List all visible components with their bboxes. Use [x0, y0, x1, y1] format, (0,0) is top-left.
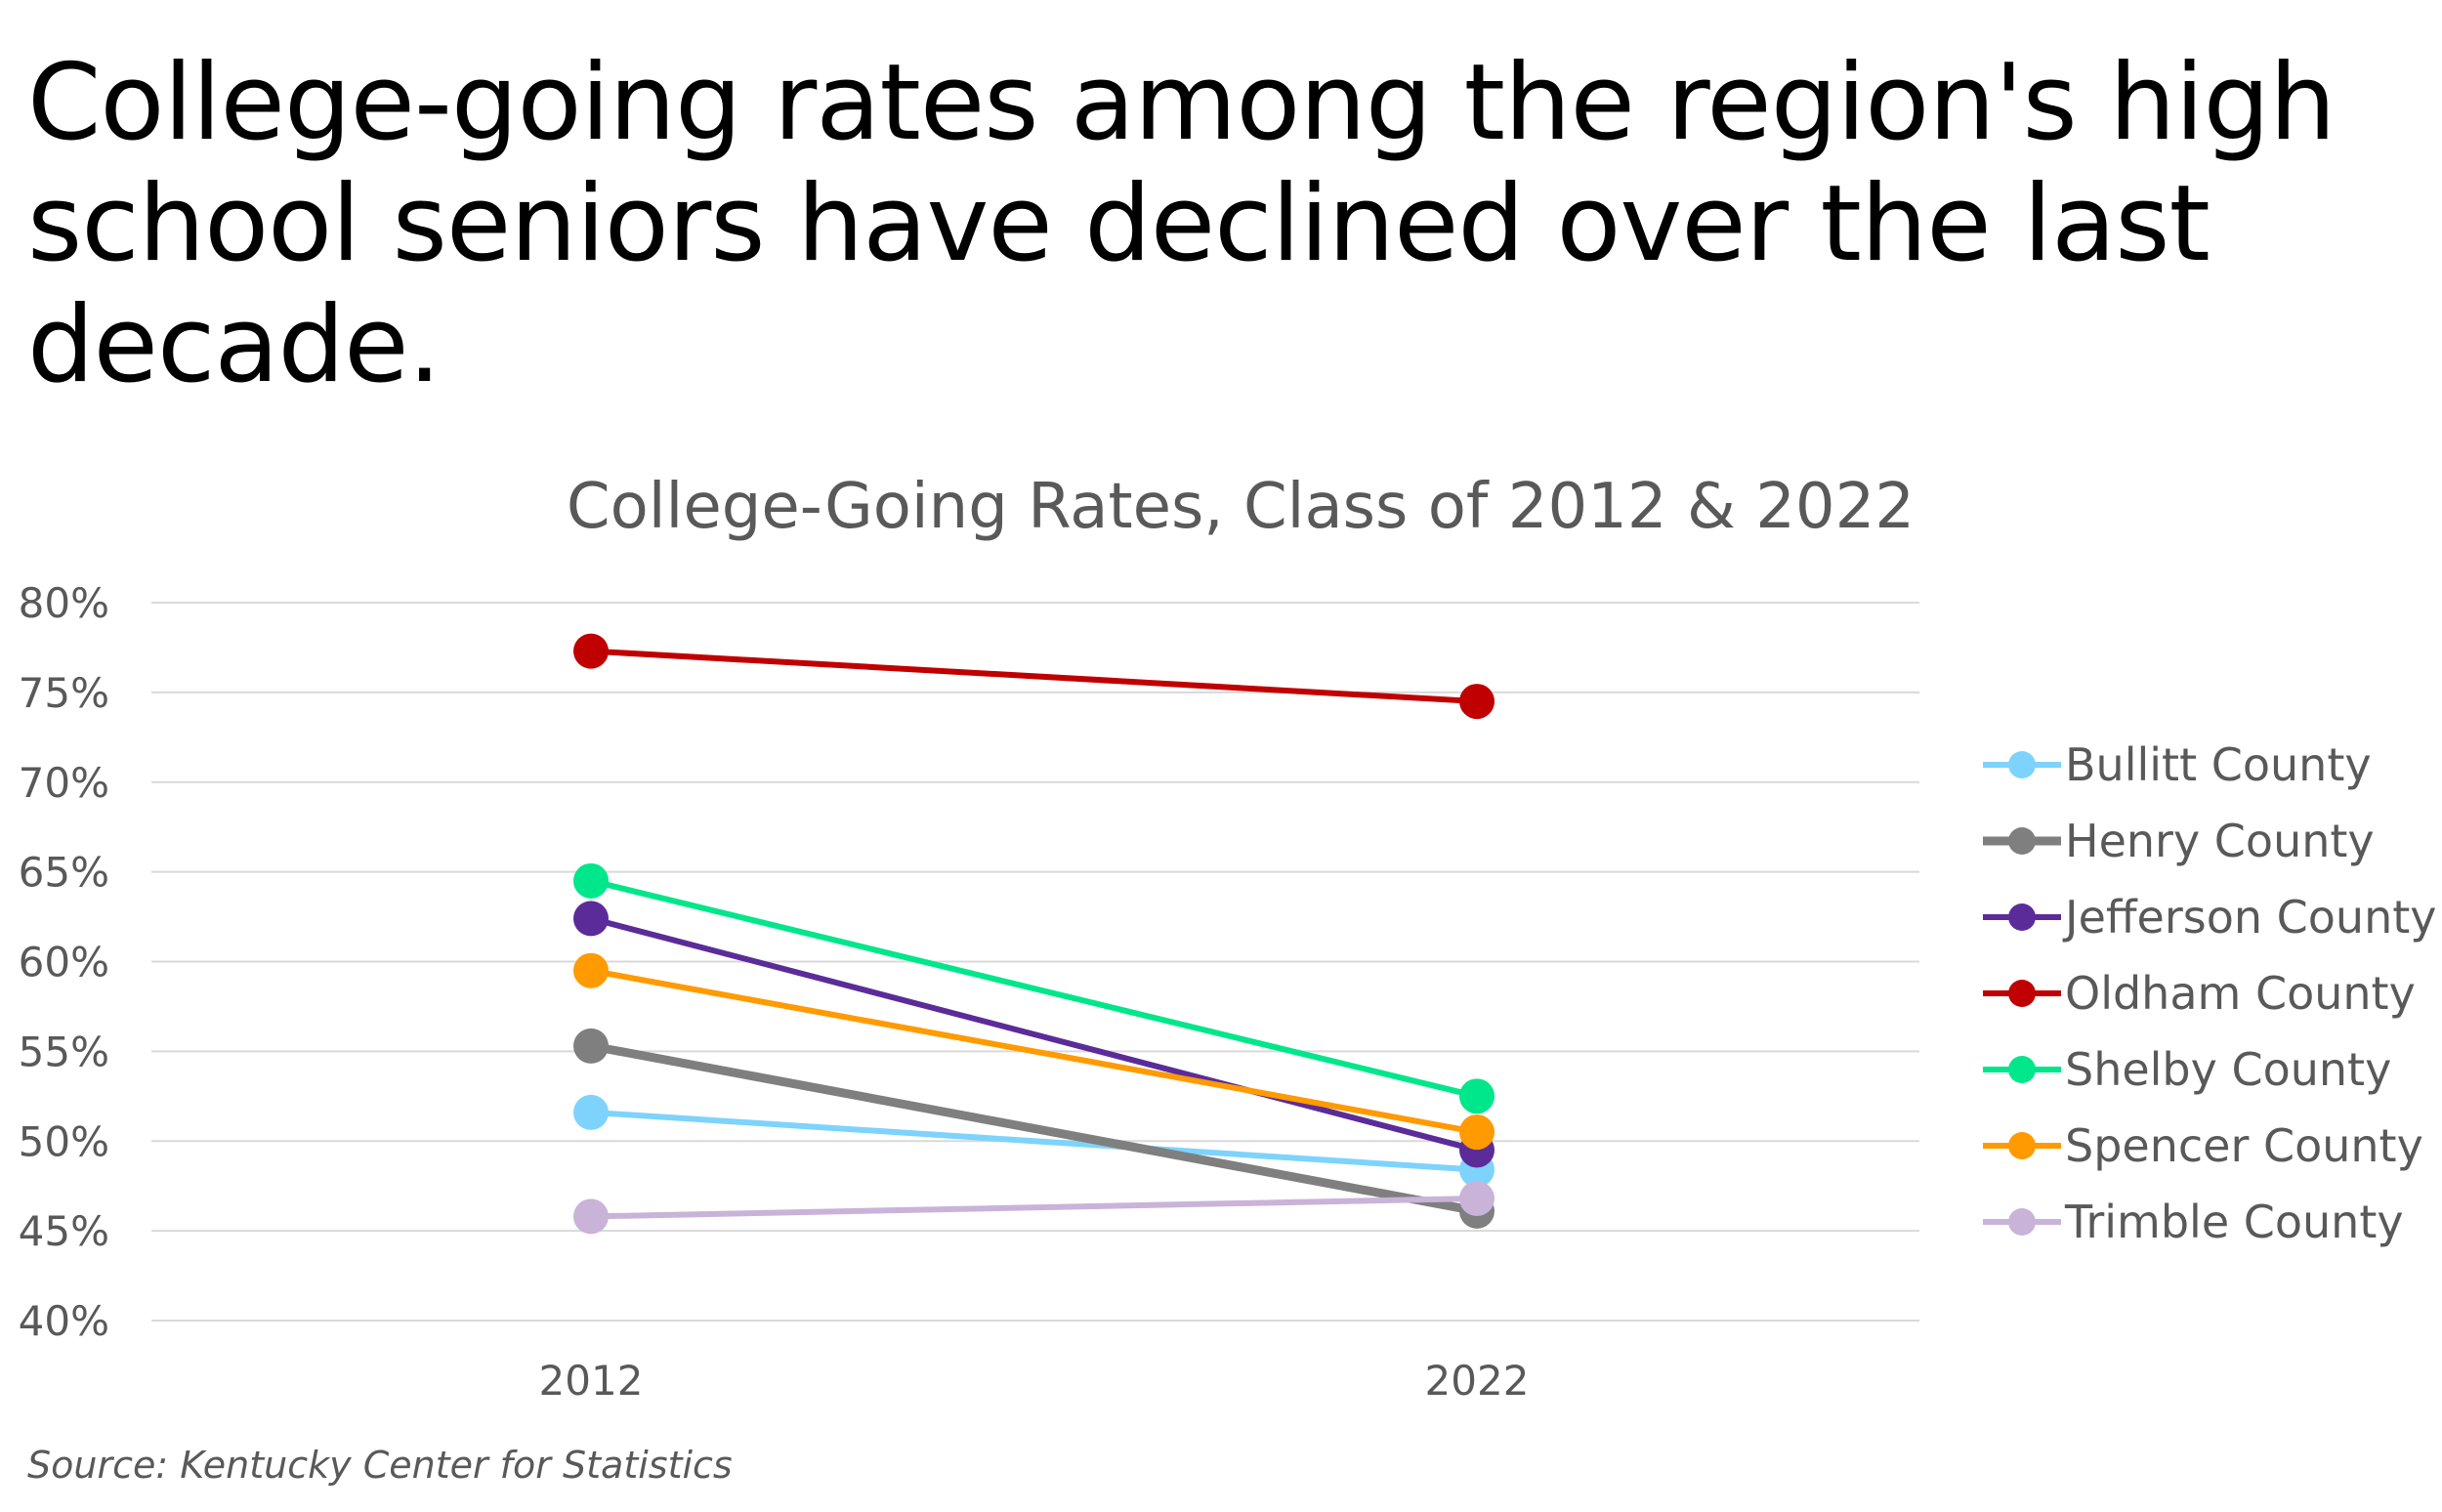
data-point	[1459, 1114, 1495, 1151]
series-line	[590, 877, 1478, 1100]
legend-item: Bullitt County	[1983, 738, 2372, 791]
series-trimble-county	[573, 1181, 1495, 1235]
y-tick-label: 55%	[19, 1028, 109, 1075]
data-point	[1459, 1181, 1495, 1217]
data-point	[573, 901, 609, 937]
series-lines	[573, 633, 1495, 1235]
gridlines	[151, 602, 1919, 1322]
y-tick-label: 60%	[19, 939, 109, 987]
x-tick-label: 2012	[539, 1357, 644, 1405]
headline: College-going rates among the region's h…	[27, 42, 2337, 406]
legend-swatch-marker	[2008, 1208, 2036, 1236]
legend-label: Bullitt County	[2065, 738, 2372, 791]
x-tick-label: 2022	[1425, 1357, 1530, 1405]
legend-label: Oldham County	[2065, 967, 2416, 1020]
legend-item: Henry County	[1983, 815, 2375, 867]
legend-swatch-marker	[2008, 1132, 2036, 1159]
y-tick-label: 70%	[19, 759, 109, 807]
legend-item: Jefferson County	[1983, 891, 2437, 944]
y-tick-label: 40%	[19, 1297, 109, 1345]
legend-swatch-marker	[2008, 751, 2036, 778]
legend-label: Henry County	[2065, 815, 2375, 867]
y-tick-label: 80%	[19, 579, 109, 627]
legend-label: Shelby County	[2065, 1043, 2391, 1096]
data-point	[1459, 1078, 1495, 1114]
series-line	[590, 1109, 1478, 1173]
series-oldham-county	[573, 633, 1495, 720]
legend-item: Oldham County	[1983, 967, 2416, 1020]
legend-swatch-marker	[2008, 980, 2036, 1007]
y-tick-label: 65%	[19, 849, 109, 897]
series-shelby-county	[573, 862, 1495, 1114]
series-line	[590, 1041, 1478, 1216]
series-line	[590, 1196, 1478, 1220]
chart-title: College-Going Rates, Class of 2012 & 202…	[566, 471, 1916, 543]
y-tick-label: 50%	[19, 1117, 109, 1165]
legend-swatch-marker	[2008, 827, 2036, 855]
series-line	[590, 967, 1478, 1136]
data-point	[573, 1198, 609, 1235]
legend-swatch-marker	[2008, 1056, 2036, 1083]
legend-item: Trimble County	[1983, 1196, 2404, 1248]
legend-label: Trimble County	[2064, 1196, 2404, 1248]
data-point	[573, 633, 609, 669]
series-line	[590, 915, 1478, 1154]
data-point	[573, 952, 609, 988]
y-tick-label: 75%	[19, 669, 109, 717]
legend-item: Spencer County	[1983, 1119, 2423, 1172]
x-axis-ticks: 2012 2022	[539, 1357, 1530, 1405]
data-point	[573, 1094, 609, 1130]
legend-item: Shelby County	[1983, 1043, 2391, 1096]
y-tick-label: 45%	[19, 1207, 109, 1255]
data-point	[1459, 684, 1495, 720]
data-point	[573, 1028, 609, 1064]
legend-label: Spencer County	[2065, 1119, 2423, 1172]
legend-swatch-marker	[2008, 903, 2036, 931]
source-note: Source: Kentucky Center for Statistics	[27, 1444, 733, 1487]
legend: Bullitt County Henry County Jefferson Coun…	[1983, 738, 2437, 1248]
data-point	[573, 862, 609, 899]
y-axis-ticks: 40% 45% 50% 55% 60% 65% 70% 75% 80%	[19, 579, 109, 1345]
series-line	[590, 648, 1478, 705]
series-spencer-county	[573, 952, 1495, 1151]
legend-label: Jefferson County	[2062, 891, 2437, 944]
